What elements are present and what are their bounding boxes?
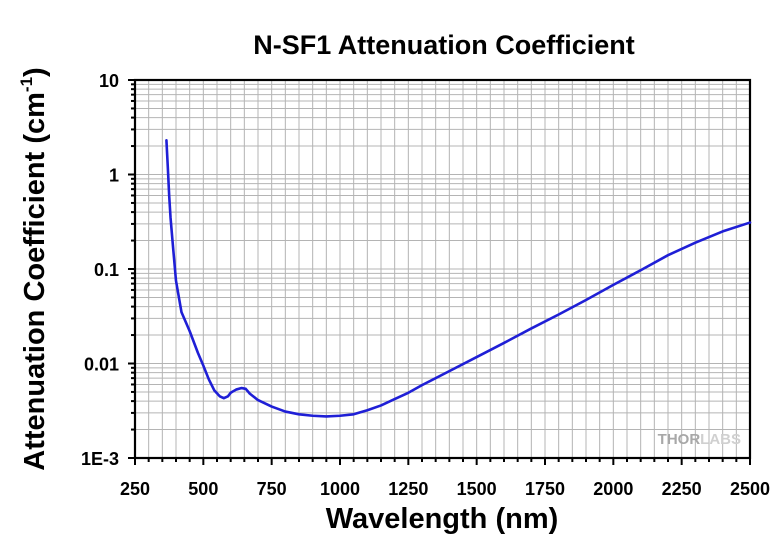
x-tick-label: 750 [257, 479, 287, 499]
y-axis-label-close: ) [19, 67, 51, 77]
x-tick-label: 2500 [730, 479, 770, 499]
watermark-labs: LABS [700, 431, 741, 448]
y-axis-label-main: Attenuation Coefficient (cm [19, 92, 51, 471]
thorlabs-watermark: THORLABS [658, 431, 741, 448]
x-tick-label: 2000 [593, 479, 633, 499]
x-tick-labels: 250 500 750 1000 1250 1500 1750 2000 2250 2500 [120, 479, 770, 499]
y-axis-label-superscript: -1 [17, 77, 36, 92]
watermark-thor: THOR [658, 431, 701, 448]
x-tick-label: 500 [188, 479, 218, 499]
y-tick-label: 0.1 [94, 260, 119, 280]
y-tick-label: 1 [109, 166, 119, 186]
x-axis-label: Wavelength (nm) [326, 503, 559, 535]
x-tick-label: 2250 [662, 479, 702, 499]
y-tick-label: 0.01 [84, 355, 119, 375]
axis-ticks [128, 79, 751, 465]
x-tick-label: 1750 [525, 479, 565, 499]
y-tick-labels: 1E-3 0.01 0.1 1 10 [81, 71, 119, 469]
grid-lines [134, 80, 751, 459]
y-tick-label: 1E-3 [81, 449, 119, 469]
series-line [165, 139, 752, 418]
chart-title: N-SF1 Attenuation Coefficient [253, 30, 635, 60]
x-tick-label: 1250 [388, 479, 428, 499]
x-tick-label: 1000 [320, 479, 360, 499]
y-axis-label: Attenuation Coefficient (cm-1) [17, 67, 51, 470]
x-tick-label: 1500 [457, 479, 497, 499]
x-tick-label: 250 [120, 479, 150, 499]
y-tick-label: 10 [99, 71, 119, 91]
